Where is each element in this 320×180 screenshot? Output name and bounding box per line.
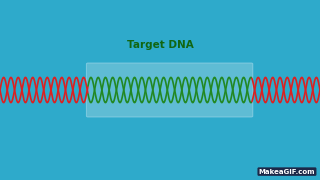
FancyBboxPatch shape <box>86 63 253 117</box>
Text: MakeaGIF.com: MakeaGIF.com <box>259 169 315 175</box>
Text: Target DNA: Target DNA <box>127 40 193 50</box>
